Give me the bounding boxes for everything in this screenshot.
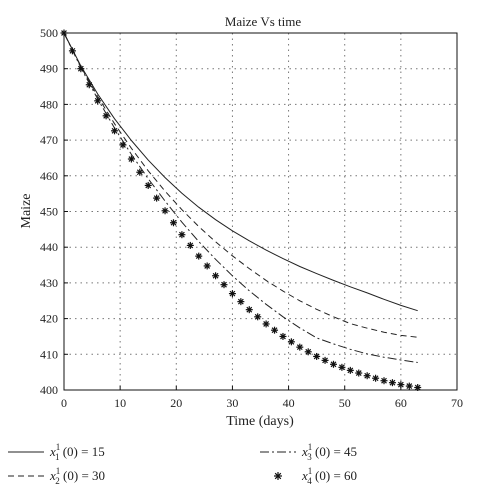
y-tick-label: 500 (40, 26, 58, 40)
data-point-marker (279, 332, 287, 340)
x-tick-label: 50 (339, 396, 351, 410)
x-tick-label: 40 (283, 396, 295, 410)
y-tick-label: 450 (40, 205, 58, 219)
data-point-marker (186, 241, 194, 249)
data-point-marker (77, 65, 85, 73)
data-point-marker (111, 127, 119, 135)
x-tick-label: 70 (451, 396, 463, 410)
y-tick-label: 480 (40, 97, 58, 111)
legend-item-2: x1 2 (0) = 30 (8, 466, 105, 486)
data-point-marker (363, 372, 371, 380)
x-tick-label: 30 (226, 396, 238, 410)
data-point-marker (203, 262, 211, 270)
data-point-marker (346, 366, 354, 374)
data-point-marker (304, 348, 312, 356)
data-point-marker (388, 379, 396, 387)
data-point-marker (68, 47, 76, 55)
legend-label: x1 4 (0) = 60 (301, 466, 357, 486)
data-point-marker (380, 377, 388, 385)
data-point-marker (228, 290, 236, 298)
data-point-marker (313, 352, 321, 360)
data-point-marker (329, 360, 337, 368)
data-point-marker (161, 207, 169, 215)
legend-item-3: x1 3 (0) = 45 (260, 442, 357, 462)
data-point-marker (178, 231, 186, 239)
grid (64, 33, 457, 390)
data-point-marker (296, 343, 304, 351)
y-tick-label: 470 (40, 133, 58, 147)
series-layer (60, 29, 422, 392)
x-tick-label: 0 (61, 396, 67, 410)
x-tick-label: 20 (170, 396, 182, 410)
data-point-marker (355, 369, 363, 377)
series-4-markers (60, 29, 422, 392)
y-tick-label: 420 (40, 312, 58, 326)
data-point-marker (405, 382, 413, 390)
series-1-line (63, 32, 418, 312)
data-point-marker (127, 155, 135, 163)
data-point-marker (212, 272, 220, 280)
legend-label: x1 2 (0) = 30 (49, 466, 105, 486)
data-point-marker (262, 320, 270, 328)
y-tick-label: 440 (40, 240, 58, 254)
y-tick-label: 490 (40, 62, 58, 76)
x-tick-label: 10 (114, 396, 126, 410)
data-point-marker (245, 306, 253, 314)
data-point-marker (119, 141, 127, 149)
y-tick-label: 460 (40, 169, 58, 183)
data-point-marker (136, 168, 144, 176)
data-point-marker (169, 219, 177, 227)
x-axis-title: Time (days) (226, 414, 294, 429)
data-point-marker (102, 112, 110, 120)
data-point-marker (271, 326, 279, 334)
legend-label: x1 1 (0) = 15 (49, 442, 105, 462)
series-3-line (63, 32, 418, 363)
y-tick-label: 410 (40, 347, 58, 361)
data-point-marker (372, 374, 380, 382)
plot-frame (63, 32, 458, 391)
data-point-marker (220, 281, 228, 289)
data-point-marker (338, 363, 346, 371)
series-2-line (63, 32, 418, 338)
data-point-marker (237, 298, 245, 306)
legend-label: x1 3 (0) = 45 (301, 442, 357, 462)
y-axis-ticks: 400 410 420 430 440 450 460 470 480 490 500 (40, 26, 68, 397)
chart-title: Maize Vs time (225, 14, 302, 29)
legend-marker (274, 472, 282, 480)
y-tick-label: 430 (40, 276, 58, 290)
data-point-marker (94, 97, 102, 105)
legend-item-1: x1 1 (0) = 15 (8, 442, 105, 462)
x-tick-label: 60 (395, 396, 407, 410)
y-tick-label: 400 (40, 383, 58, 397)
legend: x1 1 (0) = 15 x1 2 (0) = 30 x1 3 (0) = 45 x1 4 … (8, 442, 357, 486)
data-point-marker (287, 338, 295, 346)
data-point-marker (321, 356, 329, 364)
data-point-marker (144, 181, 152, 189)
data-point-marker (153, 194, 161, 202)
data-point-marker (195, 252, 203, 260)
y-axis-title: Maize (19, 194, 34, 229)
data-point-marker (85, 81, 93, 89)
x-axis-ticks: 0 10 20 30 40 50 60 70 (61, 386, 463, 410)
data-point-marker (254, 313, 262, 321)
legend-item-4: x1 4 (0) = 60 (274, 466, 357, 486)
